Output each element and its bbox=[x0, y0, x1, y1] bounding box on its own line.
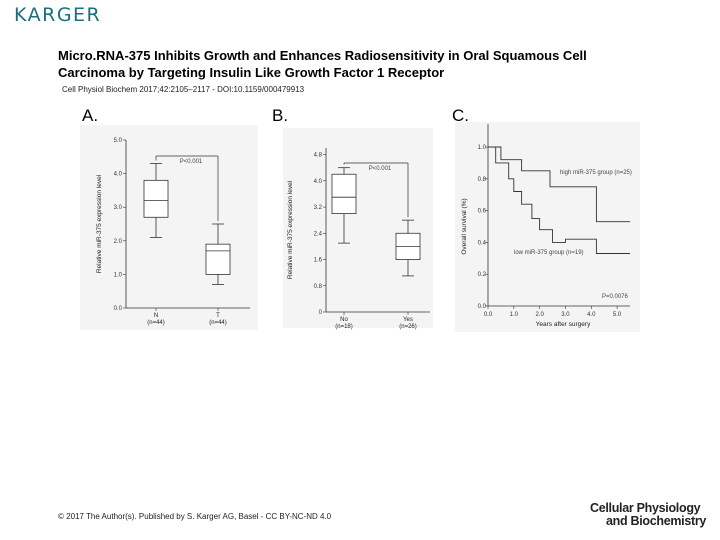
panel-c-background bbox=[455, 122, 640, 332]
karger-logo: KARGER bbox=[14, 4, 102, 26]
panel-a-y-tick-label: 1.0 bbox=[114, 272, 123, 278]
panel-b-letter: B. bbox=[272, 106, 288, 125]
panel-b-category-label: Yes bbox=[403, 317, 413, 323]
panel-c-legend-low: low miR-375 group (n=19) bbox=[514, 250, 584, 256]
figure-title: Micro.RNA-375 Inhibits Growth and Enhanc… bbox=[58, 47, 678, 81]
panel-b-y-tick-label: 4.8 bbox=[314, 153, 323, 159]
panel-c-x-tick-label: 5.0 bbox=[613, 312, 622, 318]
panel-b-y-tick-label: 3.2 bbox=[314, 205, 323, 211]
panel-a-p-value: P<0.001 bbox=[180, 159, 203, 165]
panel-c-x-tick-label: 2.0 bbox=[535, 312, 544, 318]
panel-b-category-label: No bbox=[340, 317, 348, 323]
panel-c-legend-high: high miR-375 group (n=25) bbox=[560, 170, 632, 176]
panel-a-y-tick-label: 3.0 bbox=[114, 205, 123, 211]
panel-c-x-tick-label: 4.0 bbox=[587, 312, 596, 318]
panel-c-x-tick-label: 0.0 bbox=[484, 312, 493, 318]
panel-a-background bbox=[80, 125, 258, 330]
panel-a-y-tick-label: 2.0 bbox=[114, 239, 123, 245]
panel-b-box bbox=[331, 173, 357, 215]
panel-c-low-group-curve bbox=[488, 146, 630, 254]
panel-c-x-tick-label: 3.0 bbox=[561, 312, 570, 318]
panel-b-category-count: (n=18) bbox=[335, 324, 353, 330]
panel-c-y-tick-label: 0.8 bbox=[478, 177, 487, 183]
panel-c-x-axis-label: Years after surgery bbox=[536, 321, 591, 328]
citation: Cell Physiol Biochem 2017;42:2105–2117 -… bbox=[62, 85, 305, 94]
panel-c-p-value: P=0.0076 bbox=[602, 294, 629, 300]
panel-b-y-tick-label: 2.4 bbox=[314, 231, 323, 237]
journal-brand: Cellular Physiology and Biochemistry bbox=[590, 502, 706, 528]
brand-line-1: Cellular Physiology bbox=[590, 501, 701, 515]
panel-a-y-tick-label: 5.0 bbox=[114, 138, 123, 144]
panel-b-p-value: P<0.001 bbox=[369, 166, 392, 172]
panel-a-y-axis-label: Relative miR-375 expression level bbox=[96, 174, 103, 273]
panel-a-box bbox=[205, 243, 231, 275]
panel-c-y-tick-label: 0.0 bbox=[478, 304, 487, 310]
panel-a-category-count: (n=44) bbox=[147, 320, 165, 326]
panel-c-high-group-curve bbox=[488, 146, 630, 223]
panel-a-y-tick-label: 0.0 bbox=[114, 306, 123, 312]
panel-c-x-tick-label: 1.0 bbox=[510, 312, 519, 318]
panel-b-y-tick-label: 4.0 bbox=[314, 179, 323, 185]
license-footer: © 2017 The Author(s). Published by S. Ka… bbox=[58, 512, 332, 521]
brand-line-2: and Biochemistry bbox=[606, 514, 707, 528]
panel-a-boxplot: 0.0 1.0 2.0 3.0 4.0 5.0 Relative miR-375 expre… bbox=[96, 138, 250, 326]
panel-c-y-tick-label: 1.0 bbox=[478, 145, 487, 151]
panel-c-survival-curve: 0.0 0.2 0.4 0.6 0.8 1.0 0.0 1.0 2.0 3.0 4.0 5.0 Year… bbox=[461, 124, 632, 328]
panel-a-y-tick-label: 4.0 bbox=[114, 172, 123, 178]
panel-a-category-label: N bbox=[154, 313, 158, 319]
panel-b-y-axis-label: Relative miR-375 expression level bbox=[287, 180, 294, 279]
title-line-2: Carcinoma by Targeting Insulin Like Grow… bbox=[58, 65, 445, 80]
panel-a-category-label: T bbox=[216, 313, 220, 319]
panel-c-y-axis-label: Overall survival (%) bbox=[461, 198, 468, 254]
panel-b-background bbox=[283, 128, 433, 328]
panel-c-y-tick-label: 0.6 bbox=[478, 209, 487, 215]
panel-c-letter: C. bbox=[452, 106, 469, 125]
panel-b-y-tick-label: 0 bbox=[319, 310, 323, 316]
panel-b-category-count: (n=26) bbox=[399, 324, 417, 330]
panel-a-letter: A. bbox=[82, 106, 98, 125]
panel-a-box bbox=[143, 179, 169, 218]
panel-b-y-tick-label: 0.8 bbox=[314, 284, 323, 290]
panel-b-y-tick-label: 1.6 bbox=[314, 258, 323, 264]
panel-b-boxplot: 0 0.8 1.6 2.4 3.2 4.0 4.8 Relative miR-375 expr… bbox=[287, 148, 430, 330]
panel-c-y-tick-label: 0.2 bbox=[478, 272, 487, 278]
panel-c-y-tick-label: 0.4 bbox=[478, 240, 487, 246]
panel-a-category-count: (n=44) bbox=[209, 320, 227, 326]
title-line-1: Micro.RNA-375 Inhibits Growth and Enhanc… bbox=[58, 48, 587, 63]
